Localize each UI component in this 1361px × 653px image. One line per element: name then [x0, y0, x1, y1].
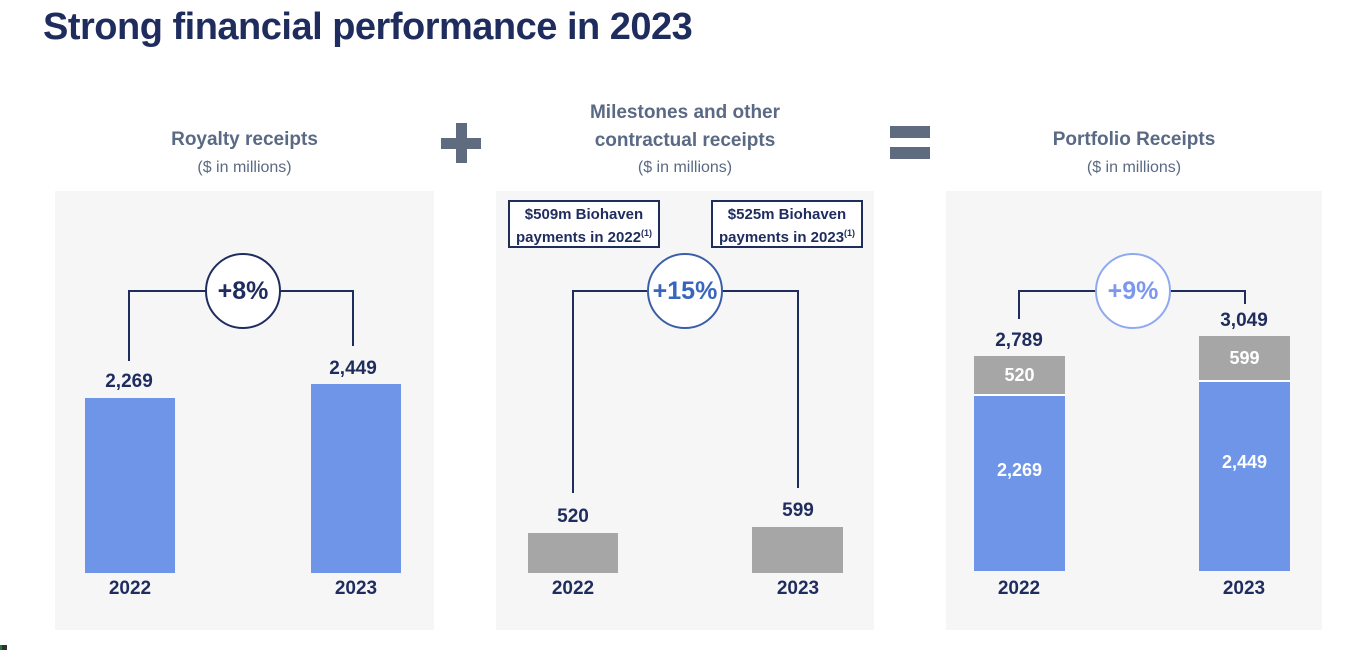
royalty-segment: 2,269: [974, 396, 1065, 571]
page-title: Strong financial performance in 2023: [43, 6, 693, 48]
growth-badge: +9%: [1095, 253, 1171, 329]
equals-icon: [890, 126, 930, 159]
axis-label-2022: 2022: [997, 578, 1041, 599]
stacked-total-label: 2,789: [995, 330, 1043, 351]
footnote-marker: (1): [844, 228, 856, 238]
growth-bracket-line: [1018, 290, 1020, 319]
growth-badge: +15%: [647, 253, 723, 329]
milestones-chart-panel: $509m Biohaven payments in 2022(1) $525m…: [496, 191, 874, 630]
bar-value-label: 520: [557, 506, 589, 527]
bar-2022: [85, 398, 175, 573]
callout-line: payments in 2023(1): [718, 228, 856, 246]
bar-2022: [528, 533, 618, 573]
growth-badge: +8%: [205, 253, 281, 329]
growth-value: +15%: [652, 276, 718, 305]
growth-value: +8%: [217, 276, 269, 305]
axis-label-2023: 2023: [776, 578, 820, 599]
segment-value: 599: [1229, 347, 1260, 368]
growth-bracket-line: [797, 290, 799, 488]
axis-label-2023: 2023: [1222, 578, 1266, 599]
milestones-segment: 520: [974, 356, 1065, 396]
royalty-chart-title: Royalty receipts: [171, 129, 318, 150]
royalty-chart-header: Royalty receipts ($ in millions): [55, 127, 434, 179]
biohaven-2023-callout: $525m Biohaven payments in 2023(1): [711, 200, 863, 248]
milestones-chart-title-line1: Milestones and other: [589, 102, 781, 123]
axis-label-2022: 2022: [108, 578, 152, 599]
growth-bracket-line: [572, 290, 574, 493]
stacked-bar-2023: 599 2,449: [1199, 336, 1290, 571]
segment-value: 2,449: [1221, 452, 1268, 472]
callout-line: $509m Biohaven: [524, 206, 644, 223]
bar-value-label: 2,449: [329, 358, 377, 379]
corner-artifact: [0, 645, 7, 650]
bar-2023: [311, 384, 401, 573]
portfolio-chart-panel: +9% 2,789 520 2,269 2022 3,049 599 2,449…: [946, 191, 1322, 630]
portfolio-chart-header: Portfolio Receipts ($ in millions): [946, 127, 1322, 179]
axis-label-2022: 2022: [551, 578, 595, 599]
growth-value: +9%: [1107, 276, 1159, 305]
segment-value: 520: [1004, 364, 1035, 385]
milestones-chart-units: ($ in millions): [637, 159, 733, 176]
segment-value: 2,269: [996, 460, 1043, 480]
stacked-total-label: 3,049: [1220, 310, 1268, 331]
growth-bracket-line: [1244, 290, 1246, 304]
royalty-segment: 2,449: [1199, 382, 1290, 571]
milestones-chart-title-line2: contractual receipts: [594, 130, 776, 151]
growth-bracket-line: [128, 290, 130, 361]
royalty-chart-panel: +8% 2,269 2022 2,449 2023: [55, 191, 434, 630]
axis-label-2023: 2023: [334, 578, 378, 599]
bar-2023: [752, 527, 843, 573]
callout-line: $525m Biohaven: [727, 206, 847, 223]
bar-value-label: 2,269: [105, 371, 153, 392]
portfolio-chart-units: ($ in millions): [1086, 159, 1182, 176]
footnote-marker: (1): [641, 228, 653, 238]
portfolio-chart-title: Portfolio Receipts: [1052, 129, 1216, 150]
growth-bracket-line: [352, 290, 354, 346]
bar-value-label: 599: [782, 500, 814, 521]
milestones-segment: 599: [1199, 336, 1290, 382]
royalty-chart-units: ($ in millions): [197, 159, 292, 176]
milestones-chart-header: Milestones and other contractual receipt…: [496, 99, 874, 179]
plus-icon: [441, 123, 481, 163]
callout-line: payments in 2022(1): [515, 228, 653, 246]
biohaven-2022-callout: $509m Biohaven payments in 2022(1): [508, 200, 660, 248]
stacked-bar-2022: 520 2,269: [974, 356, 1065, 571]
